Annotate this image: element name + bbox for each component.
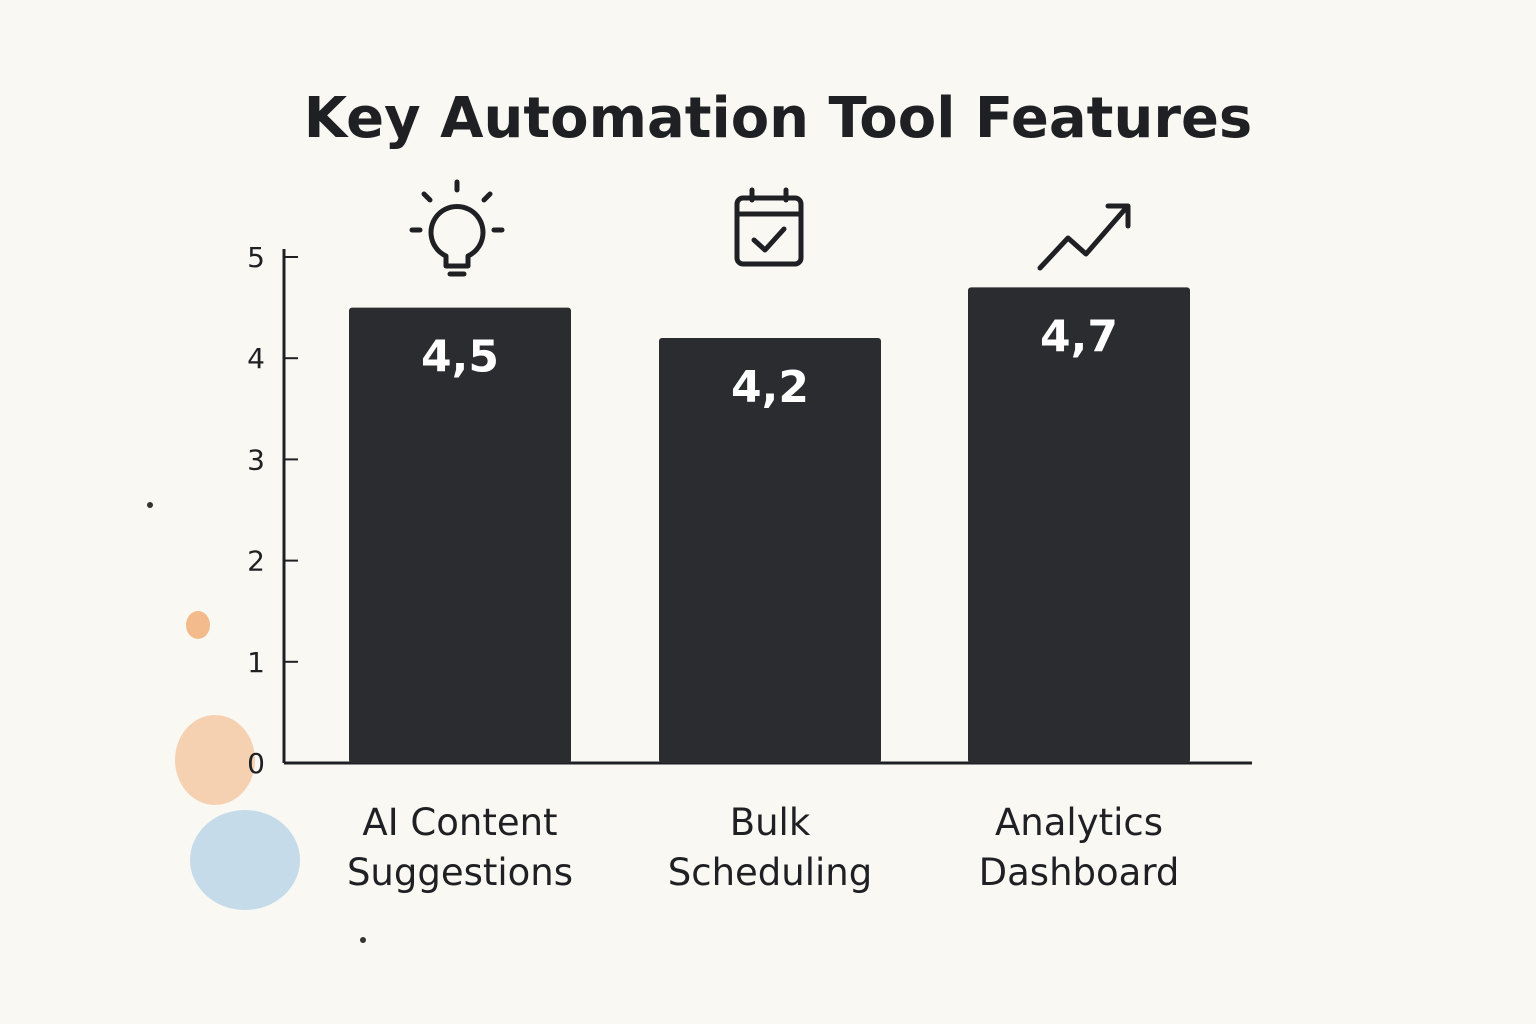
bar bbox=[659, 337, 881, 763]
y-tick-label: 0 bbox=[247, 747, 265, 780]
y-tick-label: 1 bbox=[247, 646, 265, 679]
value-label: 4,5 bbox=[421, 332, 499, 383]
x-tick-label: AI Content Suggestions bbox=[346, 801, 574, 894]
decoration bbox=[147, 502, 366, 943]
x-tick-label: Bulk Scheduling bbox=[667, 801, 873, 894]
icons bbox=[409, 179, 1131, 277]
value-label: 4,2 bbox=[731, 362, 809, 413]
x-tick-label: Analytics Dashboard bbox=[978, 801, 1180, 894]
y-tick-label: 2 bbox=[247, 545, 265, 578]
y-tick-label: 4 bbox=[247, 342, 265, 375]
y-tick-label: 3 bbox=[247, 443, 265, 476]
bar bbox=[968, 287, 1190, 763]
y-tick-label: 5 bbox=[247, 241, 265, 274]
chart-title: Key Automation Tool Features bbox=[304, 86, 1253, 151]
bar bbox=[349, 307, 571, 763]
value-label: 4,7 bbox=[1040, 311, 1118, 362]
calendar-icon bbox=[734, 187, 804, 267]
lightbulb-icon bbox=[409, 179, 505, 277]
trend-icon bbox=[1037, 203, 1131, 271]
